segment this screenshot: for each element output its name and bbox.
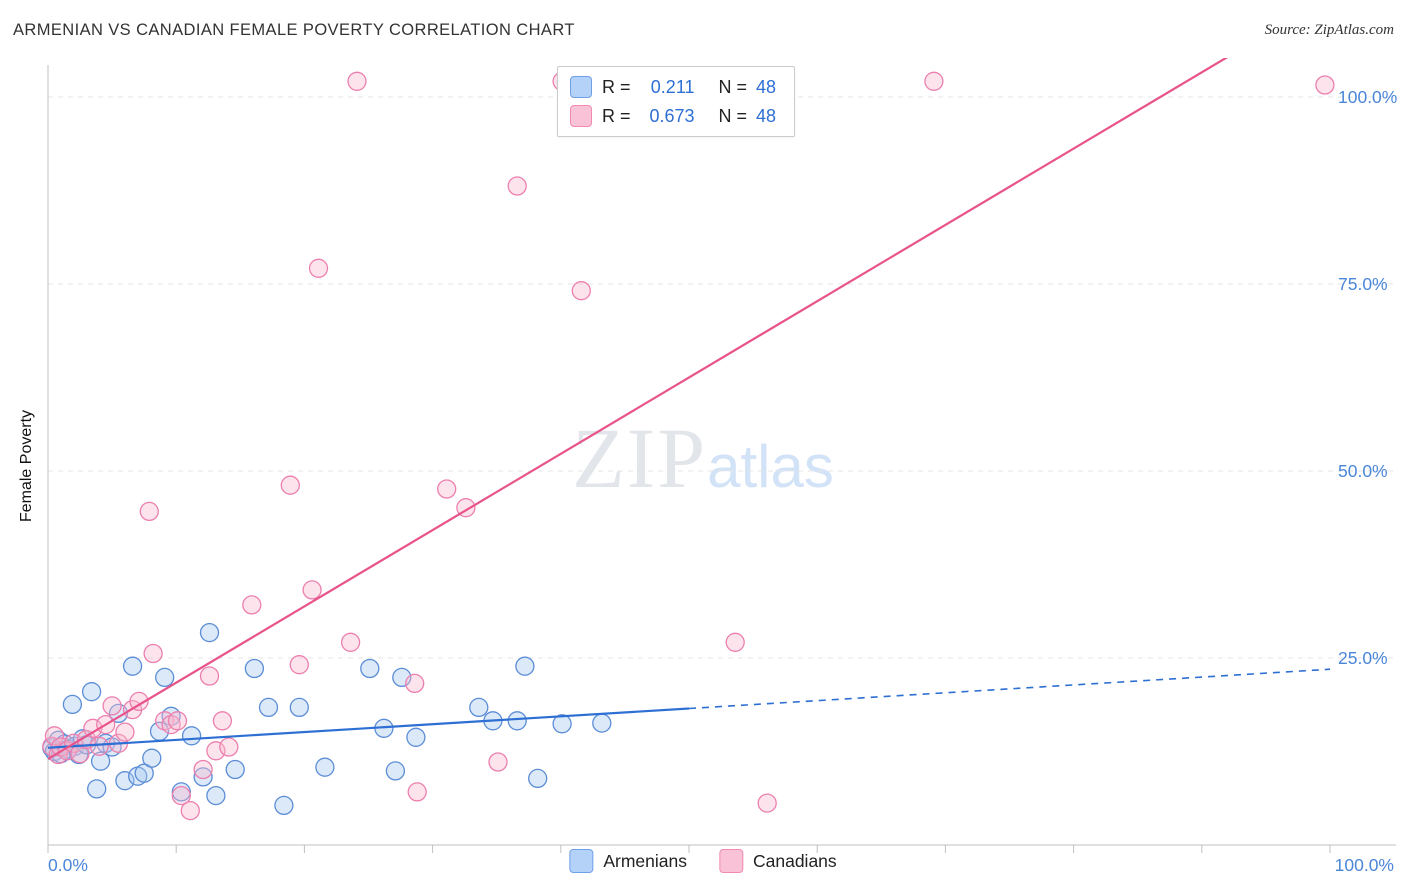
trend-line-canadians (48, 58, 1229, 760)
scatter-point-canadians (193, 759, 213, 780)
scatter-point-armenians (469, 697, 489, 718)
series-legend: Armenians Canadians (569, 849, 837, 873)
scatter-point-armenians (122, 656, 143, 676)
scatter-point-armenians (115, 771, 135, 791)
legend-row-canadians: R = 0.673 N = 48 (570, 105, 776, 127)
scatter-point-canadians (757, 793, 777, 813)
y-tick-label: 50.0% (1338, 461, 1388, 481)
scatter-point-canadians (1315, 75, 1335, 95)
scatter-point-armenians (406, 727, 426, 747)
y-tick-label: 75.0% (1338, 274, 1388, 294)
scatter-point-canadians (129, 691, 149, 712)
scatter-point-canadians (219, 737, 239, 757)
scatter-point-canadians (143, 643, 163, 664)
scatter-point-armenians (274, 795, 294, 816)
r-label: R = (602, 105, 631, 126)
scatter-point-canadians (308, 258, 329, 278)
scatter-point-armenians (289, 697, 309, 718)
scatter-point-armenians (199, 622, 220, 643)
scatter-point-armenians (134, 763, 154, 783)
correlation-legend-box: R = 0.211 N = 48 R = 0.673 N = 48 (557, 66, 796, 137)
scatter-point-armenians (87, 779, 107, 799)
scatter-point-armenians (81, 682, 102, 702)
scatter-point-armenians (155, 667, 175, 688)
n-value-armenians: 48 (756, 76, 777, 97)
legend-item-canadians: Canadians (718, 849, 837, 873)
trend-line-solid-armenians (48, 707, 690, 749)
scatter-point-armenians (515, 656, 535, 676)
armenians-legend-swatch-icon (569, 849, 594, 873)
scatter-point-armenians (315, 757, 335, 777)
canadians-swatch-icon (570, 105, 592, 127)
scatter-point-canadians (437, 479, 457, 499)
canadians-legend-label: Canadians (752, 850, 837, 871)
scatter-point-canadians (102, 696, 122, 716)
scatter-point-canadians (289, 655, 309, 675)
scatter-point-canadians (571, 281, 591, 301)
scatter-point-canadians (280, 475, 300, 495)
scatter-point-canadians (405, 673, 425, 694)
r-value-armenians: 0.211 (650, 76, 695, 97)
n-label: N = (718, 105, 748, 126)
scatter-point-canadians (302, 580, 322, 600)
y-tick-label: 25.0% (1338, 648, 1388, 668)
armenians-swatch-icon (570, 76, 592, 98)
trend-line-dashed-armenians (688, 668, 1331, 710)
y-tick-label: 100.0% (1338, 87, 1397, 107)
scatter-point-canadians (139, 501, 159, 522)
scatter-point-armenians (90, 751, 111, 771)
scatter-point-armenians (244, 658, 265, 679)
x-max-label: 100.0% (1335, 855, 1394, 875)
armenians-legend-label: Armenians (603, 850, 687, 871)
page-title: ARMENIAN VS CANADIAN FEMALE POVERTY CORR… (13, 21, 575, 39)
scatter-point-canadians (212, 711, 233, 731)
series-armenians (42, 622, 612, 816)
legend-row-armenians: R = 0.211 N = 48 (570, 76, 776, 98)
scatter-point-canadians (83, 718, 103, 738)
n-label: N = (718, 76, 748, 97)
trend-lines (48, 58, 1331, 760)
source-attribution: Source: ZipAtlas.com (1264, 22, 1394, 38)
scatter-point-armenians (206, 785, 226, 806)
r-value-canadians: 0.673 (649, 105, 695, 126)
scatter-point-armenians (142, 748, 162, 768)
scatter-point-armenians (507, 711, 527, 731)
scatter-point-canadians (115, 722, 135, 742)
scatter-point-armenians (385, 761, 406, 781)
scatter-point-canadians (507, 176, 527, 196)
scatter-point-armenians (552, 714, 572, 734)
scatter-point-canadians (167, 711, 188, 731)
scatter-point-canadians (924, 71, 944, 91)
scatter-point-canadians (340, 632, 361, 652)
n-value-canadians: 48 (756, 105, 777, 126)
scatter-point-canadians (44, 726, 65, 746)
scatter-point-canadians (407, 782, 427, 802)
scatter-point-canadians (347, 71, 367, 91)
canadians-legend-swatch-icon (718, 849, 743, 873)
scatter-point-canadians (725, 632, 745, 652)
scatter-point-armenians (528, 768, 548, 789)
scatter-point-canadians (199, 666, 220, 686)
scatter-point-canadians (242, 595, 262, 615)
scatter-point-armenians (258, 697, 279, 718)
scatter-point-armenians (360, 658, 380, 679)
scatter-point-armenians (225, 759, 245, 780)
y-axis-label: Female Poverty (18, 409, 35, 523)
scatter-point-armenians (193, 767, 213, 787)
r-label: R = (602, 76, 631, 97)
scatter-point-canadians (89, 736, 109, 756)
scatter-point-canadians (180, 800, 200, 821)
legend-item-armenians: Armenians (569, 849, 687, 873)
scatter-point-canadians (171, 785, 191, 806)
scatter-point-armenians (62, 694, 83, 715)
scatter-point-armenians (592, 713, 612, 733)
scatter-point-canadians (488, 752, 508, 772)
scatter-point-armenians (181, 726, 202, 746)
x-min-label: 0.0% (48, 855, 88, 875)
